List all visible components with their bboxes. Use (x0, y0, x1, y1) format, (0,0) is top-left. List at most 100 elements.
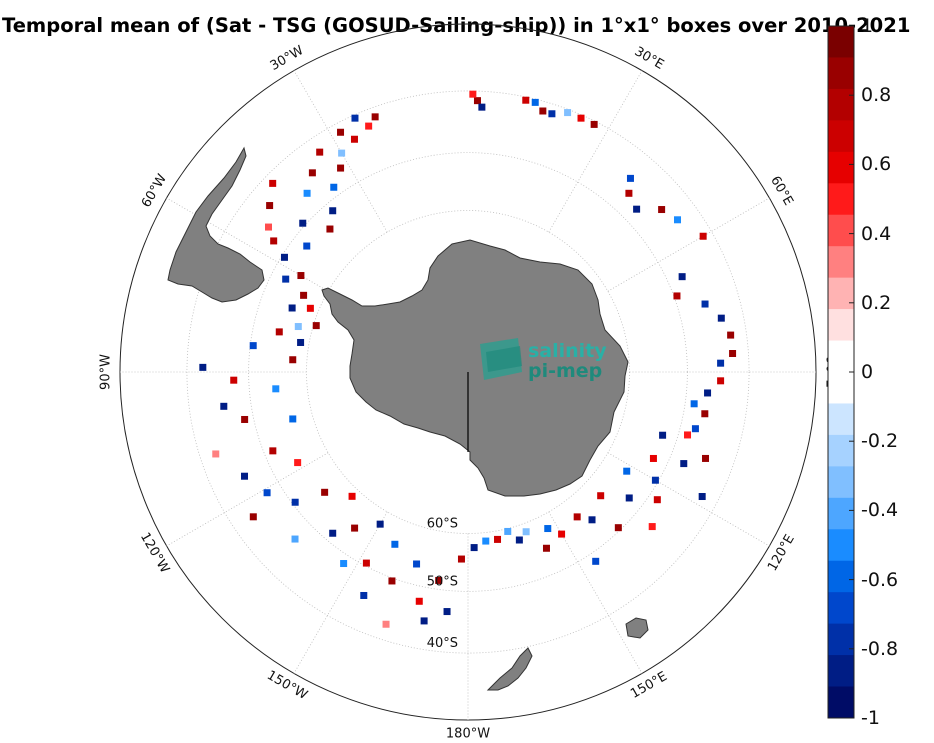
land-masses (167, 146, 649, 691)
data-cell (626, 174, 634, 182)
data-cell (365, 122, 373, 130)
data-cell (515, 536, 523, 544)
data-cell (382, 620, 390, 628)
data-cell (337, 164, 345, 172)
colorbar-segment (828, 592, 854, 625)
data-cell (539, 107, 547, 115)
data-cell (699, 232, 707, 240)
data-cell (558, 530, 566, 538)
data-cell (348, 492, 356, 500)
data-cell (704, 389, 712, 397)
data-cell (303, 242, 311, 250)
data-cell (473, 97, 481, 105)
colorbar-segment (828, 466, 854, 499)
data-cell (272, 385, 280, 393)
colorbar-segment (828, 560, 854, 593)
colorbar-segment (828, 151, 854, 184)
data-cell (698, 493, 706, 501)
data-cell (330, 183, 338, 191)
logo-wave-icon-2 (486, 346, 522, 372)
data-cell (266, 202, 274, 210)
longitude-label: 30°E (632, 44, 667, 73)
data-cell (651, 476, 659, 484)
colorbar-tick-label: 0.8 (861, 84, 892, 107)
colorbar-segment (828, 26, 854, 58)
longitude-label: 120°W (137, 530, 172, 576)
longitude-label: 180°W (446, 727, 490, 742)
data-cell (230, 376, 238, 384)
colorbar-tick-label: -0.2 (861, 430, 899, 453)
colorbar-segment (828, 529, 854, 562)
data-cell (249, 513, 257, 521)
data-cell (625, 494, 633, 502)
data-cell (316, 148, 324, 156)
colorbar-segment (828, 183, 854, 216)
data-cell (391, 540, 399, 548)
tasmania-island (625, 617, 649, 639)
colorbar-segment (828, 655, 854, 688)
colorbar-segment (828, 214, 854, 247)
data-cells (199, 90, 737, 628)
data-cell (269, 447, 277, 455)
data-cell (299, 219, 307, 227)
data-cell (263, 489, 271, 497)
data-cell (282, 275, 290, 283)
data-cell (329, 529, 337, 537)
data-cell (701, 300, 709, 308)
data-cell (435, 576, 443, 584)
data-cell (548, 110, 556, 118)
data-cell (482, 537, 490, 545)
data-cell (717, 314, 725, 322)
data-cell (673, 292, 681, 300)
data-cell (265, 223, 273, 231)
data-cell (588, 516, 596, 524)
data-cell (312, 322, 320, 330)
data-cell (577, 114, 585, 122)
data-cell (289, 415, 297, 423)
data-cell (280, 253, 288, 261)
meridian-line (166, 197, 329, 292)
data-cell (337, 128, 345, 136)
longitude-label: 150°W (264, 668, 310, 703)
data-cell (443, 608, 451, 616)
data-cell (275, 328, 283, 336)
colorbar-segment (828, 403, 854, 436)
data-cell (648, 523, 656, 531)
data-cell (680, 460, 688, 468)
data-cell (717, 377, 725, 385)
data-cell (362, 559, 370, 567)
data-cell (691, 425, 699, 433)
colorbar-segment (828, 277, 854, 310)
colorbar-segment (828, 434, 854, 467)
salinity-pimep-logo: salinity pi-mep (480, 338, 607, 382)
meridian-line (166, 452, 329, 547)
data-cell (469, 90, 477, 98)
data-cell (329, 207, 337, 215)
data-cell (241, 415, 249, 423)
data-cell (727, 331, 735, 339)
data-cell (350, 135, 358, 143)
data-cell (544, 525, 552, 533)
data-cell (270, 237, 278, 245)
data-cell (457, 555, 465, 563)
data-cell (294, 323, 302, 331)
data-cell (415, 597, 423, 605)
data-cell (573, 513, 581, 521)
meridian-line (607, 197, 770, 292)
data-cell (522, 528, 530, 536)
data-cell (597, 492, 605, 500)
colorbar-segment (828, 120, 854, 153)
data-cell (717, 359, 725, 367)
data-cell (623, 467, 631, 475)
logo-line2: pi-mep (528, 360, 602, 382)
meridian-line (293, 511, 388, 674)
data-cell (351, 114, 359, 122)
data-cell (220, 402, 228, 410)
colorbar-tick-label: 1 (861, 15, 874, 37)
data-cell (649, 454, 657, 462)
data-cell (542, 544, 550, 552)
colorbar-tick-label: 0.4 (861, 222, 892, 245)
latitude-circle (186, 90, 750, 654)
data-cell (308, 169, 316, 177)
